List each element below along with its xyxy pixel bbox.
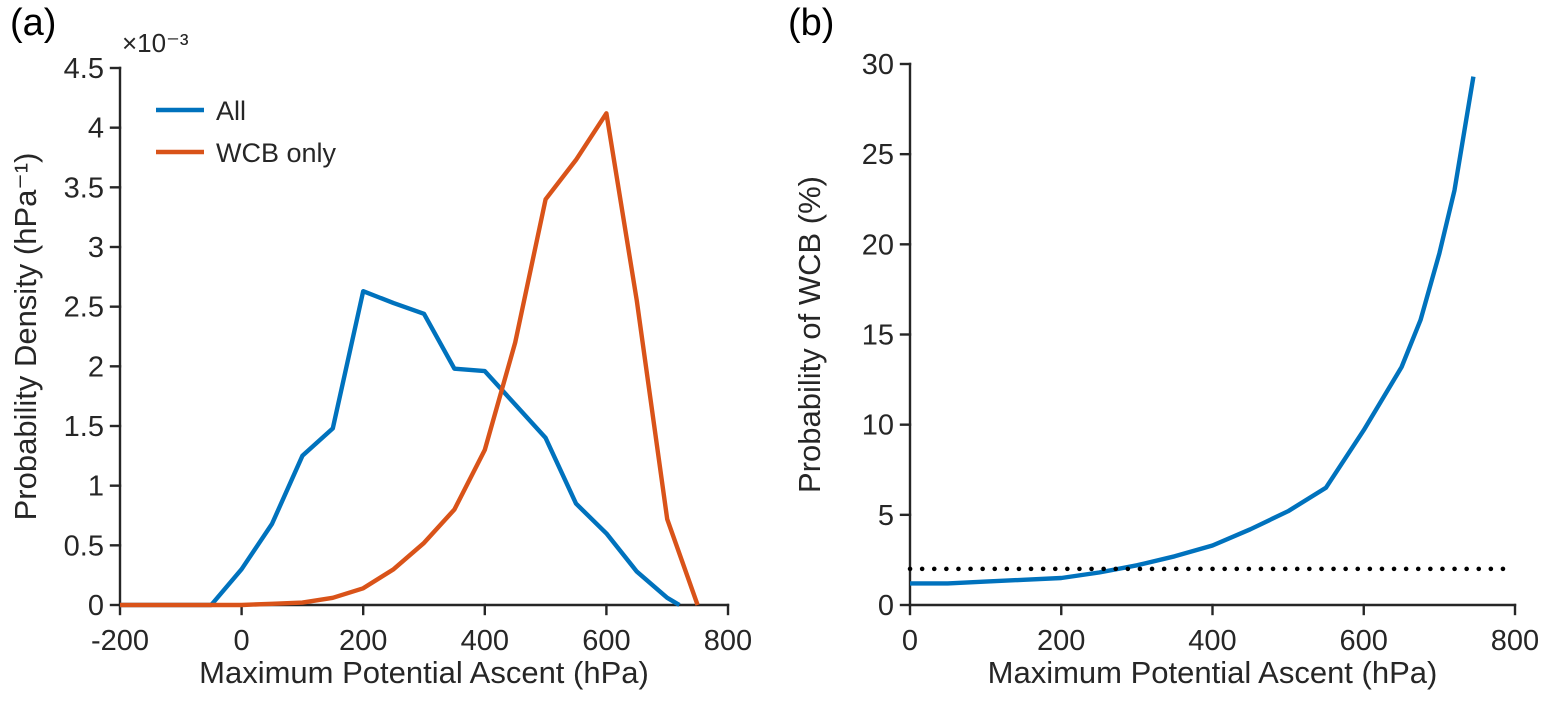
svg-text:Maximum Potential Ascent (hPa): Maximum Potential Ascent (hPa) bbox=[199, 655, 649, 690]
svg-text:30: 30 bbox=[862, 49, 894, 81]
svg-text:2: 2 bbox=[88, 351, 104, 383]
panel-a: (a) -200 0 200 400 600 800 0 0.5 1 1.5 2 2.5 3 3.5 4 4.… bbox=[0, 0, 778, 705]
svg-text:WCB only: WCB only bbox=[216, 138, 337, 168]
svg-text:400: 400 bbox=[461, 625, 509, 657]
svg-text:600: 600 bbox=[582, 625, 630, 657]
svg-text:15: 15 bbox=[862, 320, 894, 352]
svg-text:Maximum Potential Ascent (hPa): Maximum Potential Ascent (hPa) bbox=[988, 655, 1438, 690]
svg-text:800: 800 bbox=[704, 625, 752, 657]
svg-text:3: 3 bbox=[88, 232, 104, 264]
svg-text:0.5: 0.5 bbox=[64, 530, 104, 562]
chart-a-density-plot: -200 0 200 400 600 80000.511.522.533.544.5Max… bbox=[8, 28, 752, 690]
panel-b-label: (b) bbox=[788, 2, 835, 44]
svg-text:Probability of WCB (%): Probability of WCB (%) bbox=[792, 176, 827, 493]
svg-text:-200: -200 bbox=[91, 625, 149, 657]
panel-b: (b) 0 200 400 600 800 0 5 10 15 20 25 30 Maximum Pot… bbox=[778, 0, 1557, 705]
svg-text:4.5: 4.5 bbox=[64, 53, 104, 85]
svg-text:1: 1 bbox=[88, 471, 104, 503]
svg-text:20: 20 bbox=[862, 229, 894, 261]
svg-text:3.5: 3.5 bbox=[64, 172, 104, 204]
svg-text:0: 0 bbox=[902, 625, 918, 657]
svg-text:5: 5 bbox=[878, 500, 894, 532]
svg-text:1.5: 1.5 bbox=[64, 411, 104, 443]
svg-text:10: 10 bbox=[862, 410, 894, 442]
svg-text:200: 200 bbox=[1037, 625, 1085, 657]
svg-text:Probability Density (hPa⁻¹): Probability Density (hPa⁻¹) bbox=[8, 153, 43, 521]
svg-text:600: 600 bbox=[1340, 625, 1388, 657]
svg-text:400: 400 bbox=[1188, 625, 1236, 657]
svg-text:0: 0 bbox=[234, 625, 250, 657]
svg-text:0: 0 bbox=[878, 590, 894, 622]
svg-text:200: 200 bbox=[339, 625, 387, 657]
svg-text:2.5: 2.5 bbox=[64, 292, 104, 324]
svg-text:×10⁻³: ×10⁻³ bbox=[122, 28, 189, 58]
svg-text:All: All bbox=[216, 96, 246, 126]
svg-text:4: 4 bbox=[88, 113, 104, 145]
svg-text:800: 800 bbox=[1491, 625, 1539, 657]
svg-text:25: 25 bbox=[862, 139, 894, 171]
panel-a-label: (a) bbox=[10, 2, 57, 44]
chart-b-probability-plot: 0 200 400 600 800 0 5 10 15 20 25 30 Maximum Potenti… bbox=[792, 49, 1539, 690]
svg-text:0: 0 bbox=[88, 590, 104, 622]
